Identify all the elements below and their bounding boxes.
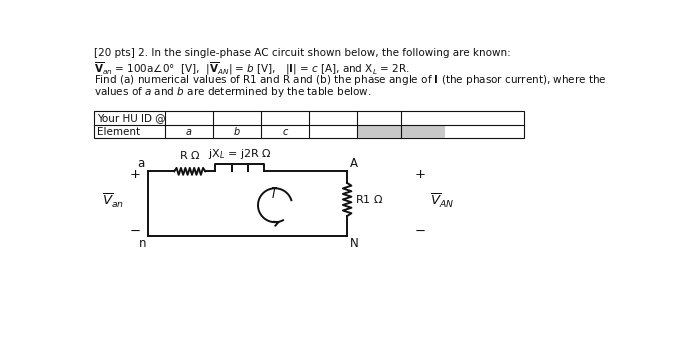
Text: a: a — [186, 126, 192, 136]
Text: N: N — [350, 237, 359, 250]
Text: Your HU ID @: Your HU ID @ — [97, 113, 165, 123]
Bar — [357, 125, 444, 138]
Text: A: A — [350, 157, 358, 170]
Text: −: − — [414, 225, 426, 238]
Text: values of $a$ and $b$ are determined by the table below.: values of $a$ and $b$ are determined by … — [94, 85, 371, 99]
Text: b: b — [234, 126, 240, 136]
Text: c: c — [282, 126, 288, 136]
Bar — [94, 111, 524, 138]
Text: R1 $\Omega$: R1 $\Omega$ — [355, 194, 383, 205]
Text: $\overline{V}_{AN}$: $\overline{V}_{AN}$ — [430, 191, 454, 210]
Text: $\overline{V}_{an}$: $\overline{V}_{an}$ — [102, 191, 124, 210]
Text: a: a — [138, 157, 145, 170]
Text: Element: Element — [97, 126, 140, 136]
Text: jX$_L$ = j2R $\Omega$: jX$_L$ = j2R $\Omega$ — [208, 147, 272, 161]
Text: R $\Omega$: R $\Omega$ — [179, 149, 200, 161]
Text: $\mathbf{\overline{V}}_{an}$ = 100a$\angle$0°  [V],  |$\mathbf{\overline{V}}_{AN: $\mathbf{\overline{V}}_{an}$ = 100a$\ang… — [94, 61, 410, 77]
Text: Find (a) numerical values of R1 and R and (b) the phase angle of $\mathbf{I}$ (t: Find (a) numerical values of R1 and R an… — [94, 73, 606, 87]
Text: +: + — [130, 168, 141, 181]
Text: +: + — [414, 168, 426, 181]
Text: n: n — [139, 237, 146, 250]
Text: $\overline{I}$: $\overline{I}$ — [271, 187, 277, 202]
Text: −: − — [130, 225, 141, 238]
Text: [20 pts] 2. In the single-phase AC circuit shown below, the following are known:: [20 pts] 2. In the single-phase AC circu… — [94, 48, 510, 58]
